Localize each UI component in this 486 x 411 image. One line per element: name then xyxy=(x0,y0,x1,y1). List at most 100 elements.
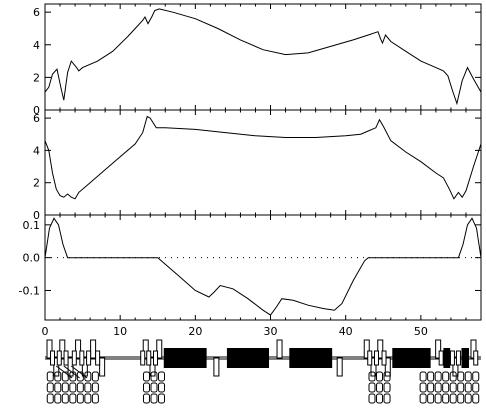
element-marker-glyph xyxy=(158,371,166,382)
plot-frame xyxy=(44,214,482,321)
corrector-element xyxy=(449,350,455,366)
quadrupole-magnet xyxy=(384,357,391,377)
element-marker-glyph xyxy=(449,382,457,393)
element-marker-glyph xyxy=(368,382,376,393)
panel-middle-plot: 0 2 4 6 xyxy=(33,109,482,222)
corrector-element xyxy=(153,350,159,366)
quadrupole-magnet xyxy=(149,357,156,377)
x-tick-label: 50 xyxy=(414,325,428,338)
element-marker-glyph xyxy=(376,382,384,393)
element-marker-glyph xyxy=(383,371,391,382)
element-marker-glyph xyxy=(46,393,54,404)
panel-bottom-plot: 0.1 0.0 -0.1 0 10 20 30 40 50 xyxy=(19,214,482,338)
y-tick-label: 4 xyxy=(33,39,40,52)
y-tick-label: 4 xyxy=(33,144,40,157)
element-marker-glyph xyxy=(472,382,480,393)
corrector-element xyxy=(50,350,56,366)
element-marker-glyph xyxy=(46,371,54,382)
quadrupole-magnet xyxy=(377,339,384,359)
element-marker-glyph xyxy=(472,393,480,404)
corrector-element xyxy=(63,350,69,366)
corrector-element xyxy=(56,350,62,366)
quadrupole-magnet xyxy=(90,339,97,359)
element-marker-glyph xyxy=(376,393,384,404)
element-marker-glyph xyxy=(419,382,427,393)
element-marker-glyph xyxy=(158,382,166,393)
element-marker-glyph xyxy=(61,393,69,404)
quadrupole-magnet xyxy=(142,339,149,359)
element-marker-glyph xyxy=(61,371,69,382)
element-marker-glyph xyxy=(383,393,391,404)
series-line xyxy=(44,8,482,106)
quadrupole-magnet xyxy=(435,339,442,359)
element-marker-glyph xyxy=(84,393,92,404)
y-tick-label: 6 xyxy=(33,112,40,125)
corrector-element xyxy=(455,350,461,366)
dipole-magnet xyxy=(461,348,469,368)
panel-top-plot: 0 2 4 6 xyxy=(33,3,482,117)
element-marker-glyph xyxy=(142,371,150,382)
element-marker-glyph xyxy=(442,393,450,404)
element-marker-glyph xyxy=(419,393,427,404)
element-marker-glyph xyxy=(457,393,465,404)
corrector-element xyxy=(367,350,373,366)
element-marker-glyph xyxy=(442,371,450,382)
x-tick-label: 10 xyxy=(113,325,127,338)
corrector-element xyxy=(381,350,387,366)
element-marker-glyph xyxy=(54,382,62,393)
quadrupole-magnet xyxy=(99,357,106,377)
corrector-element xyxy=(146,350,152,366)
quadrupole-magnet xyxy=(336,357,343,377)
dipole-magnet xyxy=(163,348,207,368)
element-marker-glyph xyxy=(427,382,435,393)
element-marker-glyph xyxy=(142,393,150,404)
element-marker-glyph xyxy=(457,382,465,393)
element-marker-glyph xyxy=(69,393,77,404)
element-marker-glyph xyxy=(142,382,150,393)
series-line xyxy=(44,217,482,316)
quadrupole-magnet xyxy=(53,357,60,377)
quadrupole-magnet xyxy=(46,339,53,359)
x-tick-label: 0 xyxy=(42,325,49,338)
quadrupole-magnet xyxy=(156,339,163,359)
element-marker-glyph xyxy=(54,371,62,382)
element-marker-glyph xyxy=(84,382,92,393)
dipole-magnet xyxy=(392,348,431,368)
element-marker-glyph xyxy=(46,382,54,393)
y-tick-label: 0.1 xyxy=(23,219,41,232)
element-marker-glyph xyxy=(434,382,442,393)
element-marker-glyph xyxy=(464,393,472,404)
corrector-element xyxy=(71,350,77,366)
element-marker-glyph xyxy=(376,371,384,382)
section-hatch xyxy=(63,365,80,379)
element-marker-glyph xyxy=(69,382,77,393)
dipole-magnet xyxy=(226,348,270,368)
quadrupole-magnet xyxy=(75,339,82,359)
x-tick-label: 20 xyxy=(188,325,202,338)
element-marker-glyph xyxy=(150,393,158,404)
quadrupole-magnet xyxy=(59,339,66,359)
corrector-element xyxy=(95,350,101,366)
element-marker-glyph xyxy=(368,393,376,404)
element-marker-glyph xyxy=(150,371,158,382)
quadrupole-magnet xyxy=(276,339,283,359)
corrector-element xyxy=(374,350,380,366)
element-marker-glyph xyxy=(76,382,84,393)
element-marker-glyph xyxy=(464,382,472,393)
element-marker-glyph xyxy=(150,382,158,393)
element-marker-glyph xyxy=(464,371,472,382)
element-marker-glyph xyxy=(457,371,465,382)
y-tick-label: 0 xyxy=(33,209,40,222)
quadrupole-magnet xyxy=(213,357,220,377)
element-marker-glyph xyxy=(383,382,391,393)
corrector-element xyxy=(473,350,479,366)
element-marker-glyph xyxy=(449,393,457,404)
y-tick-label: 2 xyxy=(33,177,40,190)
element-marker-glyph xyxy=(91,371,99,382)
corrector-element xyxy=(86,350,92,366)
series-line xyxy=(44,115,482,200)
element-marker-glyph xyxy=(427,371,435,382)
corrector-element xyxy=(140,350,146,366)
section-hatch xyxy=(55,365,73,379)
section-hatch xyxy=(71,365,88,379)
